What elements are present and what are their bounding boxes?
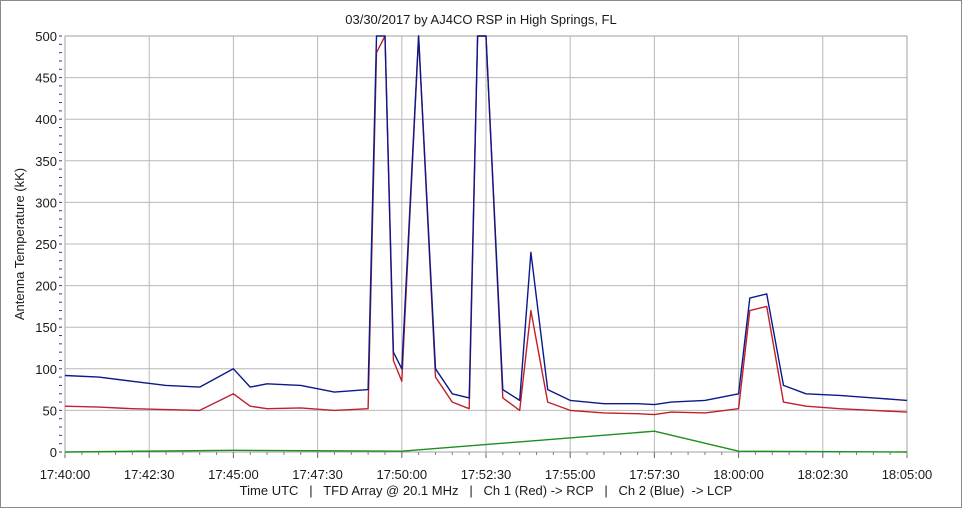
y-tick-label: 300 bbox=[35, 195, 57, 210]
x-tick-label: 17:40:00 bbox=[40, 467, 91, 482]
series-line-ch-2-blue-lcp bbox=[64, 35, 908, 406]
grid-lines bbox=[65, 36, 907, 452]
y-tick-label: 450 bbox=[35, 71, 57, 86]
x-tick-label: 17:55:00 bbox=[545, 467, 596, 482]
x-tick-label: 17:52:30 bbox=[461, 467, 512, 482]
x-axis-ticks: 17:40:00 17:42:30 17:45:00 17:47:30 17:50:00… bbox=[40, 452, 933, 482]
y-tick-label: 500 bbox=[35, 29, 57, 44]
x-tick-label: 17:42:30 bbox=[124, 467, 175, 482]
chart-title: 03/30/2017 by AJ4CO RSP in High Springs,… bbox=[345, 12, 616, 27]
x-tick-label: 17:45:00 bbox=[208, 467, 259, 482]
series-group bbox=[64, 35, 908, 453]
y-tick-label: 400 bbox=[35, 112, 57, 127]
y-tick-label: 50 bbox=[43, 403, 57, 418]
x-tick-label: 18:00:00 bbox=[713, 467, 764, 482]
x-axis-label: Time UTC | TFD Array @ 20.1 MHz | Ch 1 (… bbox=[240, 483, 733, 498]
y-tick-label: 350 bbox=[35, 154, 57, 169]
y-tick-label: 250 bbox=[35, 237, 57, 252]
y-tick-label: 150 bbox=[35, 320, 57, 335]
x-tick-label: 17:47:30 bbox=[292, 467, 343, 482]
x-tick-label: 17:50:00 bbox=[376, 467, 427, 482]
x-tick-label: 18:02:30 bbox=[797, 467, 848, 482]
x-tick-label: 18:05:00 bbox=[882, 467, 933, 482]
series-line-ch-3-green bbox=[64, 430, 908, 453]
y-axis-ticks: 0 50 100 150 200 250 300 350 400 450 500 bbox=[35, 29, 62, 460]
x-tick-label: 17:57:30 bbox=[629, 467, 680, 482]
y-tick-label: 0 bbox=[50, 445, 57, 460]
y-tick-label: 100 bbox=[35, 362, 57, 377]
y-axis-label: Antenna Temperature (kK) bbox=[12, 168, 27, 320]
y-tick-label: 200 bbox=[35, 279, 57, 294]
